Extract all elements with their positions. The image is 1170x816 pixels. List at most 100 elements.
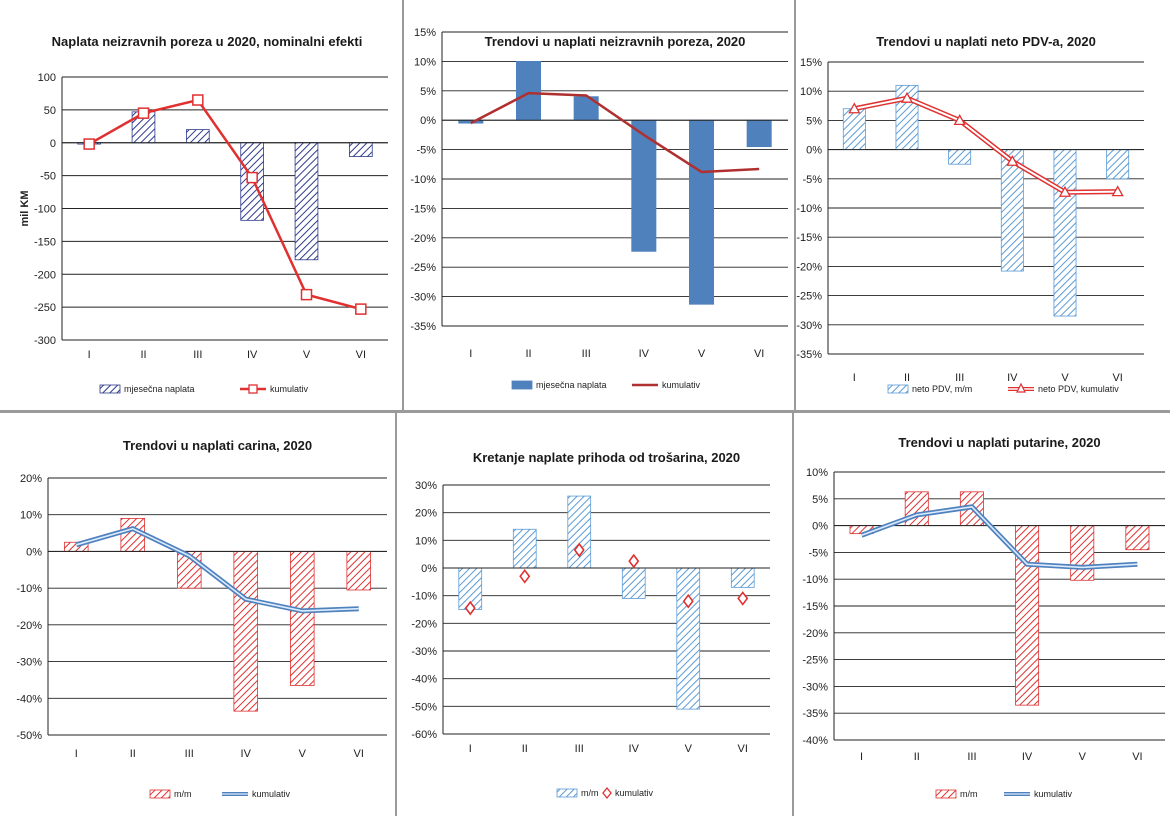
- chart-svg: Trendovi u naplati putarine, 2020 -40% -35…: [802, 435, 1165, 799]
- x-tick-label: V: [299, 748, 307, 760]
- y-tick-label: -15%: [802, 601, 828, 613]
- legend: mjesečna naplata kumulativ: [99, 384, 309, 394]
- x-tick-label: VI: [356, 349, 366, 361]
- x-tick-label: I: [88, 349, 91, 361]
- line-marker: [192, 94, 204, 106]
- x-tick-label: I: [75, 748, 78, 760]
- y-tick-label: 0: [50, 138, 56, 150]
- x-tick-label: I: [469, 743, 472, 755]
- y-tick-label: 10%: [806, 467, 828, 479]
- y-tick-label: 5%: [420, 86, 436, 98]
- y-tick-label: -15%: [796, 232, 822, 244]
- bar: [515, 61, 542, 121]
- x-tick-label: IV: [241, 748, 252, 760]
- bar: [1070, 525, 1095, 581]
- y-tick-label: 10%: [800, 86, 822, 98]
- bar: [631, 119, 657, 252]
- legend: m/m kumulativ: [149, 789, 291, 799]
- y-tick-label: -150: [34, 236, 56, 248]
- x-tick-label: V: [685, 743, 693, 755]
- bar: [1053, 149, 1077, 317]
- legend-bar-swatch: [935, 789, 957, 799]
- y-tick-label: -20%: [802, 628, 828, 640]
- x-tick-label: III: [185, 748, 194, 760]
- line-marker: [953, 114, 966, 126]
- line-marker: [628, 553, 640, 569]
- legend-label: kumulativ: [1034, 789, 1073, 799]
- x-tick-label: IV: [247, 349, 258, 361]
- y-axis-label: mil KM: [19, 190, 31, 226]
- legend-bar-swatch: [556, 788, 578, 798]
- bar: [294, 142, 319, 261]
- line-marker: [1006, 154, 1019, 166]
- chart-svg: Trendovi u naplati neizravnih poreza, 20…: [410, 27, 788, 390]
- line-marker: [573, 542, 585, 558]
- legend: m/m kumulativ: [935, 789, 1073, 799]
- bar: [948, 149, 972, 165]
- chart-title: Kretanje naplate prihoda od trošarina, 2…: [473, 450, 740, 465]
- line-marker: [300, 288, 313, 301]
- y-tick-label: -20%: [411, 618, 437, 630]
- y-tick-label: 0%: [26, 546, 42, 558]
- line-marker: [246, 171, 258, 184]
- x-tick-label: III: [967, 751, 976, 763]
- chart-svg: Naplata neizravnih poreza u 2020, nomina…: [19, 34, 388, 394]
- y-tick-label: 5%: [806, 115, 822, 127]
- series-line-inner: [76, 527, 359, 612]
- y-tick-label: 50: [44, 105, 56, 117]
- y-tick-label: -300: [34, 335, 56, 347]
- chart-title: Trendovi u naplati carina, 2020: [123, 438, 312, 453]
- y-tick-label: -5%: [808, 547, 828, 559]
- legend: m/m kumulativ: [556, 786, 654, 800]
- y-tick-label: -15%: [410, 203, 436, 215]
- y-tick-label: -40%: [411, 674, 437, 686]
- y-tick-label: -30%: [410, 292, 436, 304]
- x-tick-label: II: [140, 349, 146, 361]
- y-tick-label: 10%: [20, 510, 42, 522]
- x-tick-label: V: [1061, 372, 1069, 384]
- legend-label: m/m: [174, 789, 192, 799]
- x-tick-label: III: [575, 743, 584, 755]
- bar: [1106, 149, 1130, 180]
- legend-label: kumulativ: [270, 384, 309, 394]
- y-tick-label: 0%: [420, 115, 436, 127]
- y-tick-label: -20%: [16, 620, 42, 632]
- bar: [1125, 525, 1150, 551]
- legend-label: mjesečna naplata: [124, 384, 195, 394]
- x-tick-label: V: [698, 348, 706, 360]
- y-tick-label: 5%: [812, 494, 828, 506]
- x-tick-label: VI: [1112, 372, 1122, 384]
- y-tick-label: 30%: [415, 480, 437, 492]
- legend-marker: [602, 786, 612, 800]
- legend-label: kumulativ: [662, 380, 701, 390]
- series-line-inner: [861, 505, 1138, 569]
- y-tick-label: -5%: [416, 145, 436, 157]
- y-tick-label: -50%: [16, 730, 42, 742]
- x-tick-label: III: [193, 349, 202, 361]
- x-tick-label: I: [469, 348, 472, 360]
- bar: [346, 551, 372, 591]
- x-tick-label: II: [914, 751, 920, 763]
- chart-title: Naplata neizravnih poreza u 2020, nomina…: [52, 34, 363, 49]
- panel-divider: [402, 0, 404, 412]
- bar: [676, 567, 701, 710]
- legend: mjesečna naplata kumulativ: [511, 380, 701, 390]
- y-tick-label: -10%: [16, 583, 42, 595]
- x-tick-label: II: [522, 743, 528, 755]
- y-tick-label: 0%: [806, 145, 822, 157]
- bar: [730, 567, 755, 588]
- legend-marker: [1016, 382, 1026, 393]
- y-tick-label: -25%: [796, 291, 822, 303]
- y-tick-label: -250: [34, 302, 56, 314]
- line-marker: [464, 600, 476, 616]
- x-tick-label: II: [904, 372, 910, 384]
- y-tick-label: -60%: [411, 729, 437, 741]
- series-line: [853, 95, 1118, 195]
- y-tick-label: -50%: [411, 701, 437, 713]
- bar: [746, 119, 772, 148]
- chart-title: Trendovi u naplati neizravnih poreza, 20…: [485, 34, 746, 49]
- bar: [621, 567, 646, 599]
- y-tick-label: -50: [40, 171, 56, 183]
- line-marker: [83, 138, 95, 150]
- x-tick-label: III: [582, 348, 591, 360]
